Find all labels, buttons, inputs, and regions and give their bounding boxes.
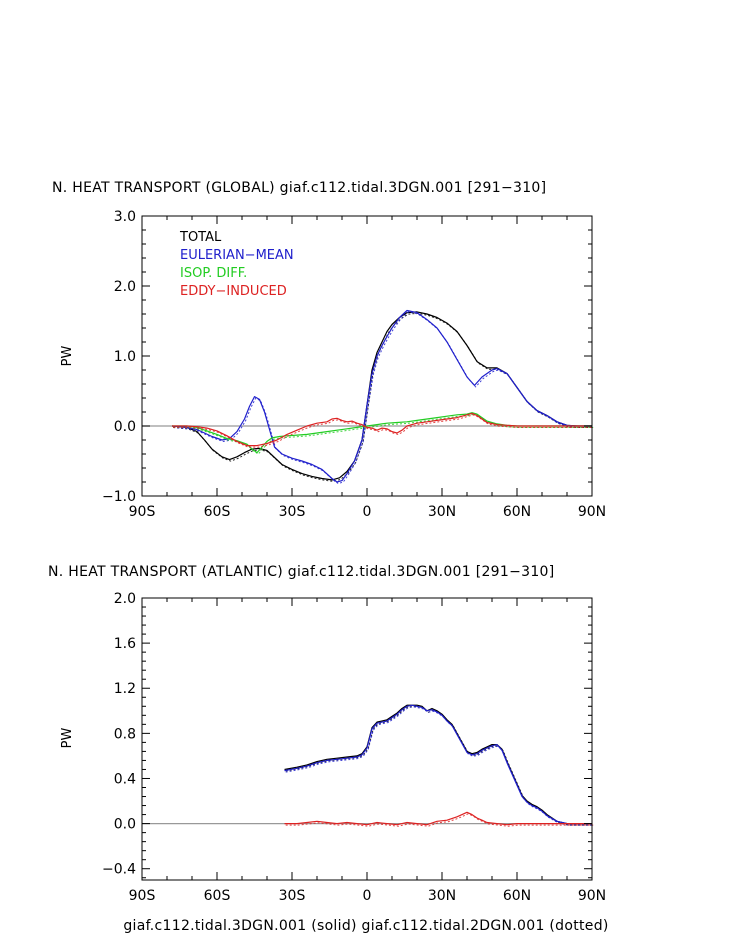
x-tick-label: 0 [363,888,372,904]
chart-title-global: N. HEAT TRANSPORT (GLOBAL) giaf.c112.tid… [52,180,546,196]
x-tick-label: 30S [279,504,306,520]
y-tick-label: 0.8 [114,726,136,742]
x-tick-label: 90S [129,888,156,904]
x-tick-label: 60N [503,888,531,904]
x-tick-label: 0 [363,504,372,520]
series-line-eddy-induced-atlantic [284,811,592,826]
y-tick-label: 1.6 [114,636,136,652]
y-tick-label: 3.0 [114,209,136,225]
series-dotted-isop-diff-global [173,413,594,455]
y-axis-label-atlantic: PW [60,728,75,749]
series-dotted-eulerian-mean-atlantic [285,706,594,826]
series-dotted-total-atlantic [285,706,594,826]
x-tick-label: 60N [503,504,531,520]
legend-global: TOTAL EULERIAN−MEAN ISOP. DIFF. EDDY−INDUCE… [179,230,294,299]
chart-title-atlantic: N. HEAT TRANSPORT (ATLANTIC) giaf.c112.t… [48,564,555,580]
legend-item-eddy-induced: EDDY−INDUCED [180,284,287,299]
x-tick-label: 90N [578,504,606,520]
global-heat-transport-chart: N. HEAT TRANSPORT (GLOBAL) giaf.c112.tid… [52,180,606,520]
atlantic-heat-transport-chart: N. HEAT TRANSPORT (ATLANTIC) giaf.c112.t… [48,564,606,904]
y-tick-label: 0.0 [114,817,136,833]
x-tick-label: 90S [129,504,156,520]
series-line-eddy-induced-global [172,412,592,447]
y-tick-label: 0.0 [114,419,136,435]
y-tick-label: 2.0 [114,591,136,607]
series-line-eulerian-mean-global [171,309,592,483]
x-tick-label: 90N [578,888,606,904]
y-tick-label: 2.0 [114,279,136,295]
x-tick-label: 60S [204,504,231,520]
x-tick-label: 60S [204,888,231,904]
y-axis-label-global: PW [60,346,75,367]
legend-item-total: TOTAL [179,230,222,245]
legend-item-eulerian-mean: EULERIAN−MEAN [180,248,294,263]
series-line-total-atlantic [284,704,592,825]
footer-caption: giaf.c112.tidal.3DGN.001 (solid) giaf.c1… [123,918,608,934]
x-tick-label: 30N [428,504,456,520]
x-tick-label: 30N [428,888,456,904]
y-tick-label: 1.0 [114,349,136,365]
y-tick-label: −0.4 [102,862,136,878]
y-tick-label: 0.4 [114,771,136,787]
series-dotted-eddy-induced-atlantic [285,813,594,827]
y-tick-label: 1.2 [114,681,136,697]
series-line-total-global [171,311,592,481]
x-tick-label: 30S [279,888,306,904]
y-tick-label: −1.0 [102,489,136,505]
series-line-eulerian-mean-atlantic [284,704,592,825]
plot-frame-atlantic [141,597,593,881]
legend-item-isop-diff: ISOP. DIFF. [180,266,247,281]
series-dotted-eulerian-mean-global [173,311,594,485]
